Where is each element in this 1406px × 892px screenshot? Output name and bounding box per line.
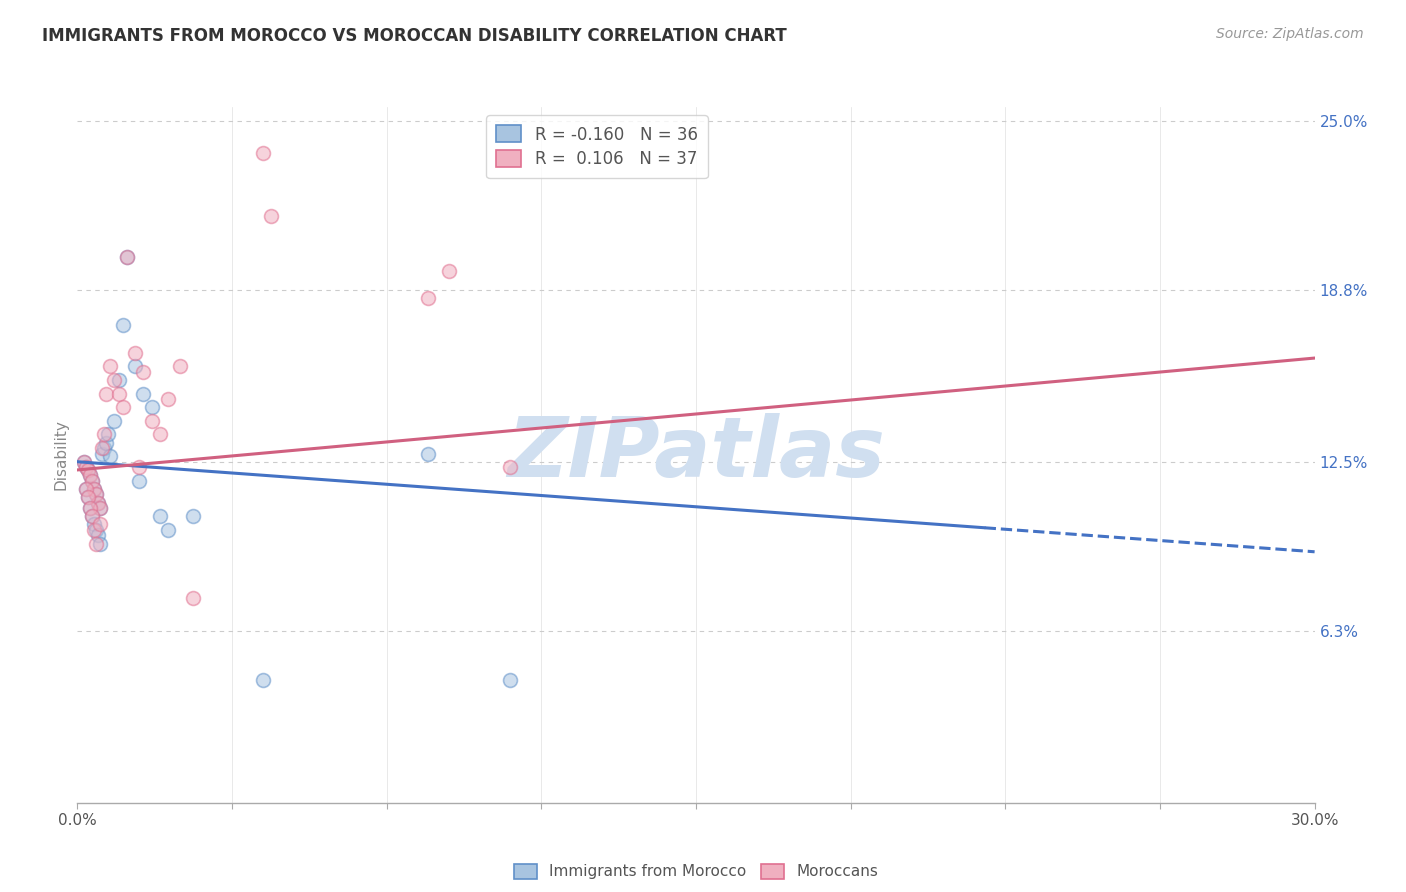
- Point: [87, 496, 110, 510]
- Point: [76, 463, 98, 477]
- Point: [72, 455, 94, 469]
- Point: [252, 673, 274, 687]
- Point: [437, 264, 460, 278]
- Text: IMMIGRANTS FROM MOROCCO VS MOROCCAN DISABILITY CORRELATION CHART: IMMIGRANTS FROM MOROCCO VS MOROCCAN DISA…: [42, 27, 787, 45]
- Point: [252, 146, 274, 161]
- Point: [111, 318, 134, 333]
- Point: [76, 463, 98, 477]
- Point: [499, 460, 522, 475]
- Point: [93, 441, 115, 455]
- Point: [98, 359, 121, 374]
- Point: [87, 496, 110, 510]
- Point: [416, 446, 439, 460]
- Point: [79, 468, 101, 483]
- Point: [181, 509, 204, 524]
- Point: [76, 490, 98, 504]
- Point: [76, 490, 98, 504]
- Point: [96, 386, 118, 401]
- Text: Source: ZipAtlas.com: Source: ZipAtlas.com: [1216, 27, 1364, 41]
- Point: [84, 523, 107, 537]
- Point: [124, 345, 146, 359]
- Point: [132, 386, 155, 401]
- Point: [128, 460, 150, 475]
- Point: [499, 673, 522, 687]
- Point: [149, 427, 172, 442]
- Y-axis label: Disability: Disability: [53, 419, 69, 491]
- Point: [83, 482, 105, 496]
- Point: [141, 414, 163, 428]
- Point: [93, 427, 115, 442]
- Point: [115, 250, 138, 264]
- Point: [89, 501, 111, 516]
- Point: [260, 209, 283, 223]
- Point: [132, 365, 155, 379]
- Point: [80, 474, 103, 488]
- Point: [141, 400, 163, 414]
- Point: [115, 250, 138, 264]
- Point: [80, 509, 103, 524]
- Point: [79, 501, 101, 516]
- Point: [97, 427, 120, 442]
- Point: [83, 523, 105, 537]
- Point: [103, 414, 125, 428]
- Point: [107, 386, 129, 401]
- Point: [111, 400, 134, 414]
- Point: [84, 487, 107, 501]
- Point: [84, 487, 107, 501]
- Point: [181, 591, 204, 606]
- Point: [75, 460, 97, 475]
- Point: [83, 517, 105, 532]
- Point: [157, 392, 180, 406]
- Point: [128, 474, 150, 488]
- Point: [75, 482, 97, 496]
- Point: [107, 373, 129, 387]
- Point: [75, 482, 97, 496]
- Point: [79, 468, 101, 483]
- Point: [80, 474, 103, 488]
- Text: ZIPatlas: ZIPatlas: [508, 413, 884, 494]
- Point: [89, 536, 111, 550]
- Point: [84, 536, 107, 550]
- Point: [75, 460, 97, 475]
- Point: [98, 450, 121, 464]
- Point: [83, 482, 105, 496]
- Point: [79, 501, 101, 516]
- Point: [91, 446, 114, 460]
- Legend: Immigrants from Morocco, Moroccans: Immigrants from Morocco, Moroccans: [508, 857, 884, 886]
- Point: [80, 509, 103, 524]
- Point: [89, 517, 111, 532]
- Point: [103, 373, 125, 387]
- Point: [157, 523, 180, 537]
- Point: [91, 441, 114, 455]
- Point: [416, 291, 439, 305]
- Point: [149, 509, 172, 524]
- Point: [87, 528, 110, 542]
- Point: [72, 455, 94, 469]
- Point: [124, 359, 146, 374]
- Point: [96, 435, 118, 450]
- Point: [169, 359, 191, 374]
- Point: [89, 501, 111, 516]
